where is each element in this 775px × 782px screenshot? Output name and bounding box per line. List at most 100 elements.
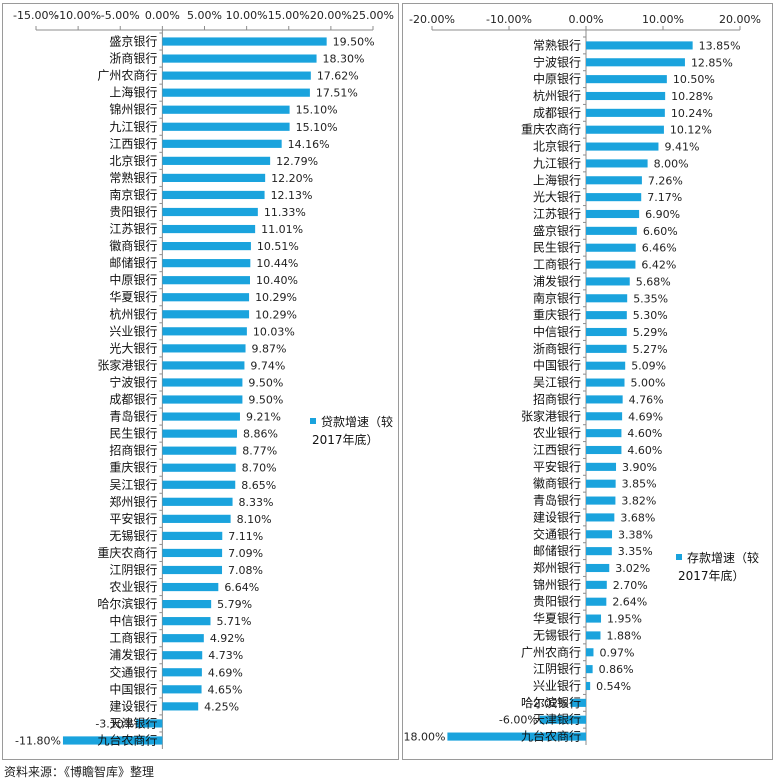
loan-value-label: 7.11%	[228, 530, 263, 543]
deposit-bar	[586, 159, 648, 168]
loan-bar	[162, 276, 250, 285]
loan-bar	[162, 139, 282, 148]
loan-category-label: 徽商银行	[109, 238, 157, 253]
loan-category-label: 中原银行	[109, 272, 157, 287]
loan-category-label: 张家港银行	[97, 357, 157, 372]
loan-category-label: 农业银行	[109, 580, 157, 594]
loan-value-label: 8.77%	[242, 445, 277, 458]
loan-value-label: 6.64%	[224, 581, 259, 594]
deposit-value-label: 3.02%	[615, 562, 650, 575]
deposit-value-label: 1.88%	[606, 629, 641, 642]
deposit-value-label: 1.95%	[607, 613, 642, 626]
deposit-category-label: 中国银行	[533, 358, 581, 373]
deposit-category-label: 浙商银行	[533, 341, 581, 356]
loan-tick-label: -5.00%	[101, 9, 140, 22]
loan-category-label: 工商银行	[109, 630, 157, 645]
deposit-bar	[586, 294, 628, 303]
loan-bar	[162, 54, 317, 63]
deposit-tick-label: -10.00%	[486, 13, 532, 26]
loan-bar	[162, 514, 231, 523]
loan-bar	[162, 702, 199, 711]
loan-tick-label: 25.00%	[352, 9, 394, 22]
loan-bar	[162, 582, 219, 592]
deposit-bar	[586, 91, 666, 101]
deposit-bar	[586, 176, 642, 185]
loan-bar	[162, 88, 310, 97]
loan-bar	[62, 736, 163, 745]
deposit-bar	[586, 665, 593, 674]
loan-bar	[162, 429, 238, 438]
deposit-legend-label: 2017年底）	[678, 568, 745, 583]
loan-category-label: 宁波银行	[109, 374, 157, 389]
deposit-value-label: 3.82%	[621, 495, 656, 508]
deposit-category-label: 宁波银行	[533, 54, 581, 69]
deposit-category-label: 江西银行	[533, 443, 581, 457]
loan-category-label: 中信银行	[109, 613, 157, 628]
loan-value-label: 7.09%	[228, 547, 263, 560]
loan-value-label: 10.29%	[255, 308, 297, 321]
deposit-value-label: 3.85%	[622, 478, 657, 491]
deposit-tick-label: 20.00%	[719, 13, 761, 26]
deposit-category-label: 民生银行	[533, 241, 581, 255]
deposit-bar	[586, 378, 625, 387]
deposit-bar	[586, 41, 693, 50]
loan-value-label: 8.70%	[242, 462, 277, 475]
deposit-bar	[586, 125, 664, 134]
deposit-category-label: 华夏银行	[533, 612, 581, 626]
deposit-category-label: 重庆农商行	[521, 122, 581, 137]
loan-value-label: 8.86%	[243, 428, 278, 441]
deposit-bar	[586, 260, 636, 269]
loan-value-label: 15.10%	[296, 121, 338, 134]
loan-value-label: 5.79%	[217, 598, 252, 611]
loan-bar	[162, 361, 245, 370]
deposit-bar	[586, 243, 636, 252]
loan-value-label: 11.33%	[264, 206, 306, 219]
deposit-bar	[586, 445, 622, 455]
loan-value-label: 12.79%	[276, 155, 318, 168]
deposit-bar	[586, 547, 612, 556]
loan-category-label: 杭州银行	[109, 306, 157, 321]
loan-category-label: 青岛银行	[109, 409, 157, 424]
deposit-value-label: 6.46%	[642, 242, 677, 255]
loan-value-label: 9.50%	[248, 376, 283, 389]
loan-category-label: 南京银行	[109, 187, 157, 202]
deposit-legend-label: 存款增速（较	[687, 550, 759, 565]
deposit-category-label: 九台农商行	[521, 729, 581, 744]
loan-category-label: 重庆银行	[109, 461, 157, 475]
deposit-bar	[586, 429, 622, 438]
loan-bar	[162, 531, 223, 540]
loan-category-label: 浙商银行	[109, 51, 157, 66]
loan-legend-label: 2017年底）	[312, 432, 379, 447]
loan-value-label: -11.80%	[15, 734, 61, 747]
loan-tick-label: 5.00%	[187, 9, 222, 22]
loan-category-label: 建设银行	[109, 699, 157, 713]
loan-value-label: 4.92%	[210, 632, 245, 645]
loan-value-label: 10.03%	[253, 325, 295, 338]
deposit-value-label: 4.60%	[627, 427, 662, 440]
deposit-category-label: 中信银行	[533, 324, 581, 339]
loan-bar	[162, 668, 202, 677]
loan-category-label: 重庆农商行	[97, 545, 157, 560]
loan-category-label: 江西银行	[109, 137, 157, 151]
loan-value-label: 4.25%	[204, 700, 239, 713]
loan-bar	[162, 242, 251, 251]
loan-bar	[162, 395, 243, 404]
loan-category-label: 广州农商行	[97, 68, 157, 83]
deposit-value-label: -2.02%	[530, 697, 569, 710]
loan-value-label: 12.13%	[271, 189, 313, 202]
deposit-bar	[586, 479, 616, 488]
deposit-bar	[570, 698, 586, 707]
deposit-category-label: 建设银行	[533, 510, 581, 524]
loan-bar	[162, 224, 256, 234]
deposit-value-label: 3.35%	[618, 545, 653, 558]
loan-value-label: 5.71%	[216, 615, 251, 628]
loan-bar	[162, 327, 247, 336]
loan-category-label: 郑州银行	[109, 494, 157, 509]
loan-legend-label: 贷款增速（较	[321, 414, 393, 429]
deposit-legend-swatch	[676, 554, 682, 560]
deposit-value-label: 3.90%	[622, 461, 657, 474]
deposit-bar	[539, 715, 586, 724]
loan-value-label: 8.65%	[241, 479, 276, 492]
loan-category-label: 光大银行	[109, 341, 157, 355]
deposit-value-label: 6.60%	[643, 225, 678, 238]
